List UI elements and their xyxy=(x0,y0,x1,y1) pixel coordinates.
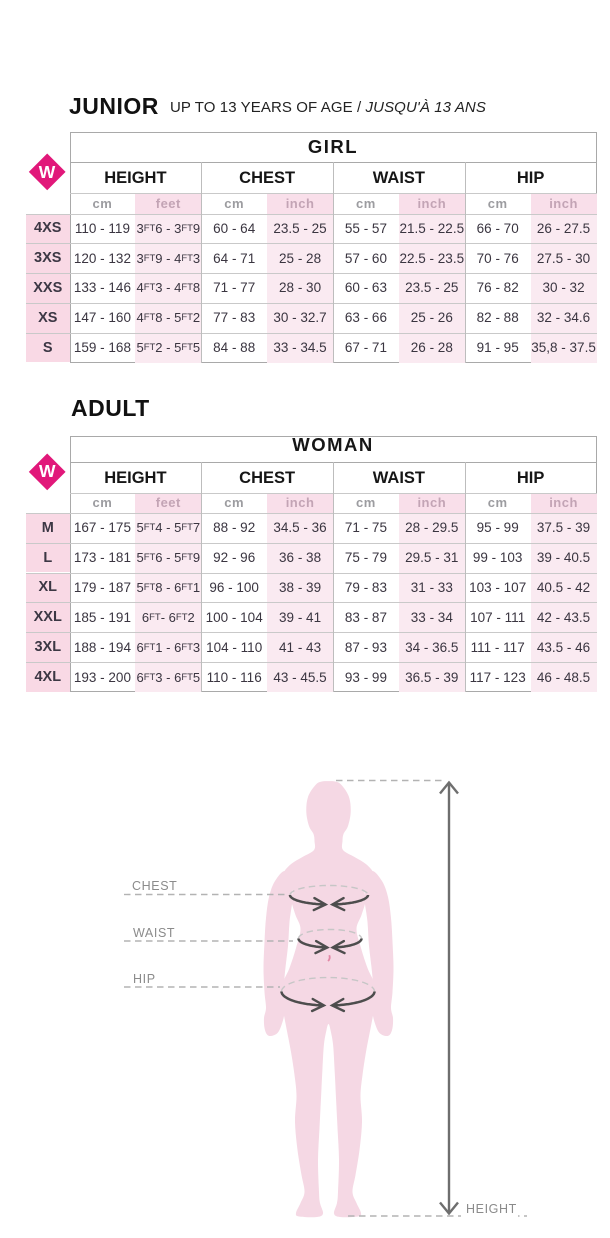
svg-text:WAIST: WAIST xyxy=(133,926,175,940)
svg-text:HIP: HIP xyxy=(133,972,156,986)
svg-text:CHEST: CHEST xyxy=(132,879,177,893)
svg-text:HEIGHT: HEIGHT xyxy=(466,1202,517,1216)
